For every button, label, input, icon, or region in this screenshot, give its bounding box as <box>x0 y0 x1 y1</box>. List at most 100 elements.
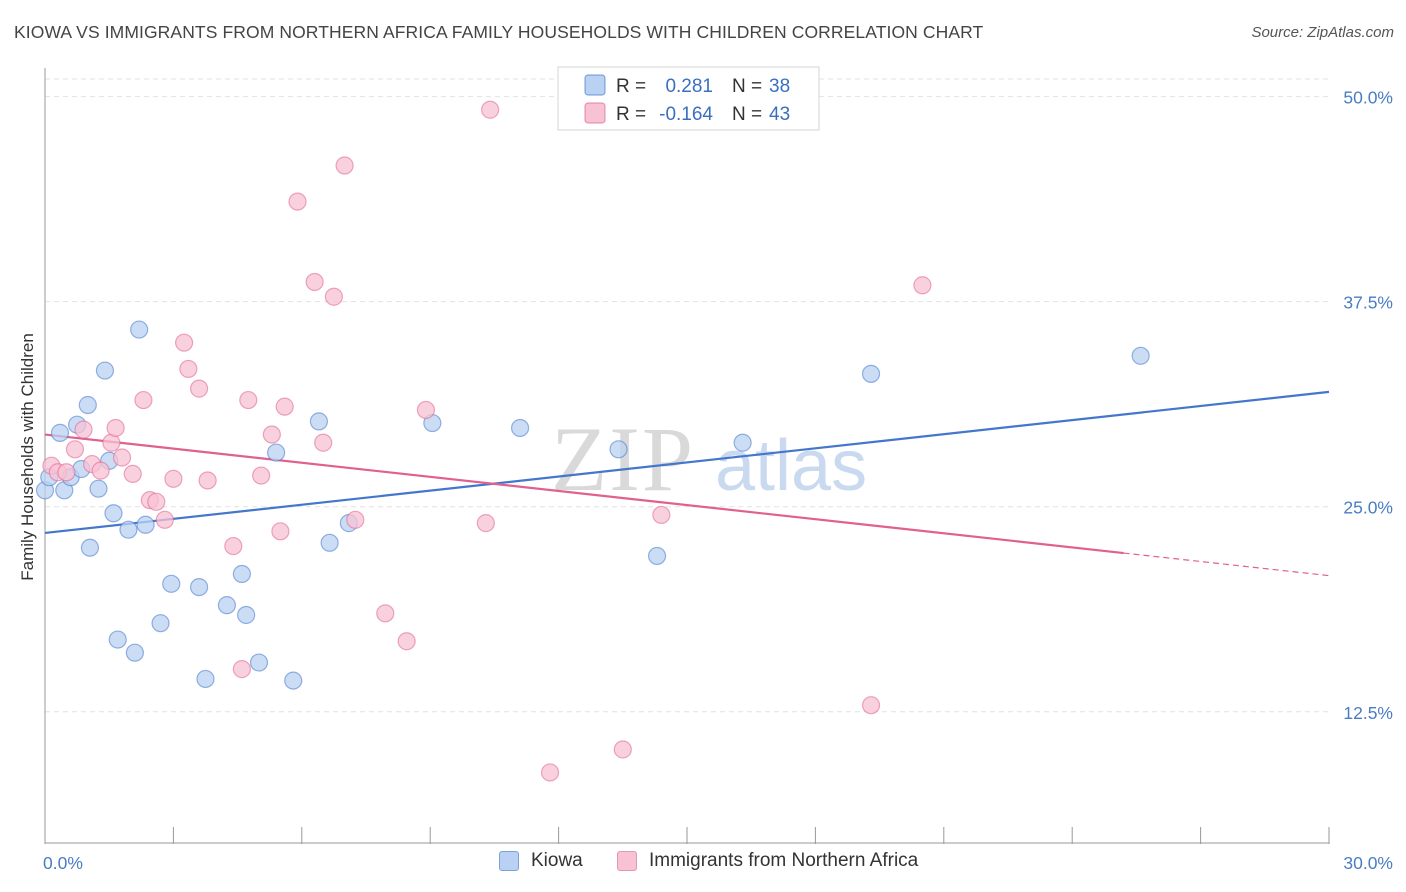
point-series-1 <box>106 418 125 438</box>
point-series-0 <box>510 418 530 438</box>
point-series-1 <box>913 276 932 295</box>
point-series-0 <box>1131 346 1150 365</box>
point-series-1 <box>476 514 495 533</box>
point-series-0 <box>119 520 138 539</box>
legend-bottom: Kiowa Immigrants from Northern Africa <box>0 850 1406 878</box>
point-series-0 <box>647 546 667 566</box>
point-series-1 <box>324 287 343 306</box>
point-series-1 <box>305 272 324 292</box>
legend-label-immigrants: Immigrants from Northern Africa <box>649 850 919 871</box>
legend-label-kiowa: Kiowa <box>531 850 583 871</box>
legend-r-value: 0.281 <box>665 76 713 97</box>
point-series-1 <box>112 448 132 467</box>
axes <box>44 68 1330 844</box>
point-series-0 <box>89 479 108 498</box>
point-series-1 <box>224 536 243 556</box>
y-tick-label: 50.0% <box>1343 88 1393 108</box>
y-tick-label: 12.5% <box>1343 703 1393 723</box>
point-series-0 <box>104 504 123 523</box>
point-series-0 <box>130 320 149 339</box>
point-series-0 <box>95 361 115 380</box>
point-series-1 <box>376 604 395 623</box>
trendline-extension-series-1 <box>1123 552 1330 577</box>
point-series-1 <box>540 763 560 782</box>
point-series-0 <box>733 433 752 452</box>
point-series-1 <box>346 510 365 529</box>
point-series-1 <box>123 464 142 484</box>
legend-item-kiowa: Kiowa <box>499 850 583 872</box>
point-series-1 <box>232 660 251 679</box>
point-series-1 <box>652 505 671 525</box>
legend-r-value: -0.164 <box>659 104 713 125</box>
legend-top-swatch-0 <box>584 74 606 96</box>
watermark-zip: ZIP <box>551 408 695 510</box>
trendlines <box>44 390 1330 577</box>
point-series-1 <box>179 359 198 379</box>
point-series-1 <box>275 397 294 416</box>
point-series-1 <box>861 696 881 715</box>
point-series-1 <box>314 433 333 452</box>
point-series-0 <box>309 412 329 431</box>
y-tick-label: 25.0% <box>1343 498 1393 518</box>
x-tick-labels: 0.0% 30.0% <box>43 853 1393 873</box>
point-series-0 <box>320 533 339 552</box>
legend-n-label: N = <box>732 76 762 97</box>
legend-top: R = 0.281 N = 38 R = -0.164 N = 43 <box>557 66 820 131</box>
point-series-0 <box>267 443 286 462</box>
y-tick-label: 37.5% <box>1343 293 1393 313</box>
point-series-0 <box>80 538 100 557</box>
point-series-1 <box>189 379 209 398</box>
point-series-0 <box>136 515 155 534</box>
point-series-0 <box>108 630 127 649</box>
point-series-1 <box>65 440 85 459</box>
point-series-1 <box>239 390 258 410</box>
trendline-series-1 <box>44 433 1124 555</box>
point-series-1 <box>198 471 217 490</box>
source-label: Source: ZipAtlas.com <box>1251 24 1394 41</box>
point-series-0 <box>125 643 144 662</box>
point-series-1 <box>147 492 166 511</box>
point-series-1 <box>397 632 416 651</box>
point-series-1 <box>57 463 76 482</box>
point-series-0 <box>232 564 251 584</box>
legend-n-value: 43 <box>769 104 790 125</box>
point-series-0 <box>50 423 70 442</box>
point-series-0 <box>189 577 209 597</box>
point-series-0 <box>609 440 628 459</box>
legend-n-label: N = <box>732 104 762 125</box>
point-series-0 <box>249 653 269 672</box>
point-series-0 <box>162 574 181 593</box>
point-series-0 <box>78 395 97 415</box>
point-series-1 <box>134 390 153 410</box>
point-series-0 <box>196 669 215 689</box>
point-series-1 <box>175 333 194 352</box>
legend-r-label: R = <box>616 76 646 97</box>
legend-item-immigrants: Immigrants from Northern Africa <box>617 850 918 872</box>
point-series-1 <box>335 156 354 175</box>
point-series-1 <box>288 192 307 211</box>
legend-swatch-immigrants <box>617 851 637 871</box>
point-series-1 <box>416 400 436 420</box>
x-tick-label-max: 30.0% <box>1343 853 1393 873</box>
point-series-1 <box>155 510 174 529</box>
point-series-0 <box>217 596 236 615</box>
point-series-1 <box>74 420 93 439</box>
trendline-series-0 <box>44 390 1330 535</box>
point-series-1 <box>262 425 281 444</box>
points <box>35 100 1150 782</box>
y-axis-title: Family Households with Children <box>18 333 37 581</box>
point-series-0 <box>237 605 256 625</box>
chart-title: KIOWA VS IMMIGRANTS FROM NORTHERN AFRICA… <box>14 22 984 42</box>
point-series-1 <box>91 461 110 480</box>
point-series-0 <box>151 614 170 633</box>
point-series-0 <box>284 671 303 690</box>
point-series-1 <box>481 100 500 119</box>
x-tick-label-min: 0.0% <box>43 853 83 873</box>
point-series-0 <box>861 364 881 383</box>
point-series-1 <box>164 469 183 488</box>
legend-top-swatch-1 <box>584 102 606 124</box>
point-series-1 <box>252 466 271 485</box>
legend-swatch-kiowa <box>499 851 519 871</box>
point-series-1 <box>613 740 632 759</box>
